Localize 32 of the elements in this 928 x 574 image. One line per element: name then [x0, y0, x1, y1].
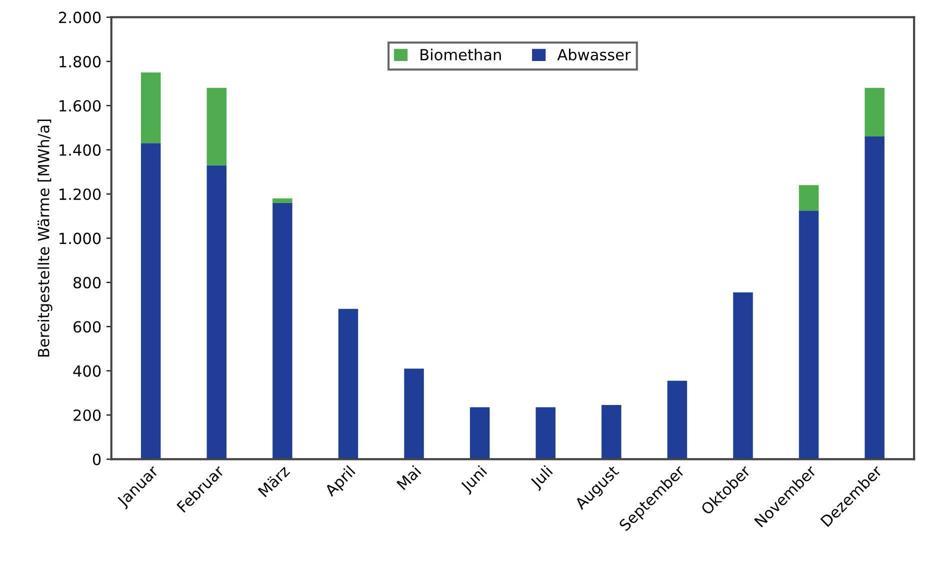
bar — [272, 202, 292, 460]
bar — [206, 165, 227, 460]
bar — [798, 185, 819, 211]
bar — [404, 368, 424, 460]
y-tick-label: 0 — [92, 454, 101, 466]
y-tick-label: 400 — [73, 365, 101, 377]
x-tick-label: Mai — [396, 465, 422, 490]
legend-label: Abwasser — [557, 48, 631, 60]
bar — [140, 143, 161, 460]
y-tick-label: 1.200 — [60, 188, 101, 200]
bar — [864, 136, 884, 460]
bar — [798, 210, 819, 460]
bar — [536, 407, 556, 460]
bar — [140, 72, 161, 144]
bar — [206, 88, 227, 166]
legend-label: Biomethan — [420, 48, 501, 60]
bar — [602, 405, 622, 460]
y-tick-label: 2.000 — [59, 12, 101, 24]
y-tick-label: 1.800 — [60, 56, 101, 68]
bar — [338, 308, 358, 460]
y-tick-label: 1.400 — [60, 144, 101, 156]
y-axis-title: Bereitgestellte Wärme [MWh/a] — [38, 120, 52, 357]
y-tick-label: 1.000 — [60, 232, 101, 244]
bar — [470, 407, 490, 460]
bar — [733, 292, 753, 460]
y-tick-label: 1.600 — [60, 100, 101, 112]
bar — [667, 380, 688, 460]
y-tick-label: 800 — [74, 276, 101, 288]
y-tick-label: 200 — [74, 409, 101, 422]
bar — [864, 88, 884, 137]
y-tick-label: 600 — [74, 321, 101, 333]
bar — [272, 198, 292, 203]
